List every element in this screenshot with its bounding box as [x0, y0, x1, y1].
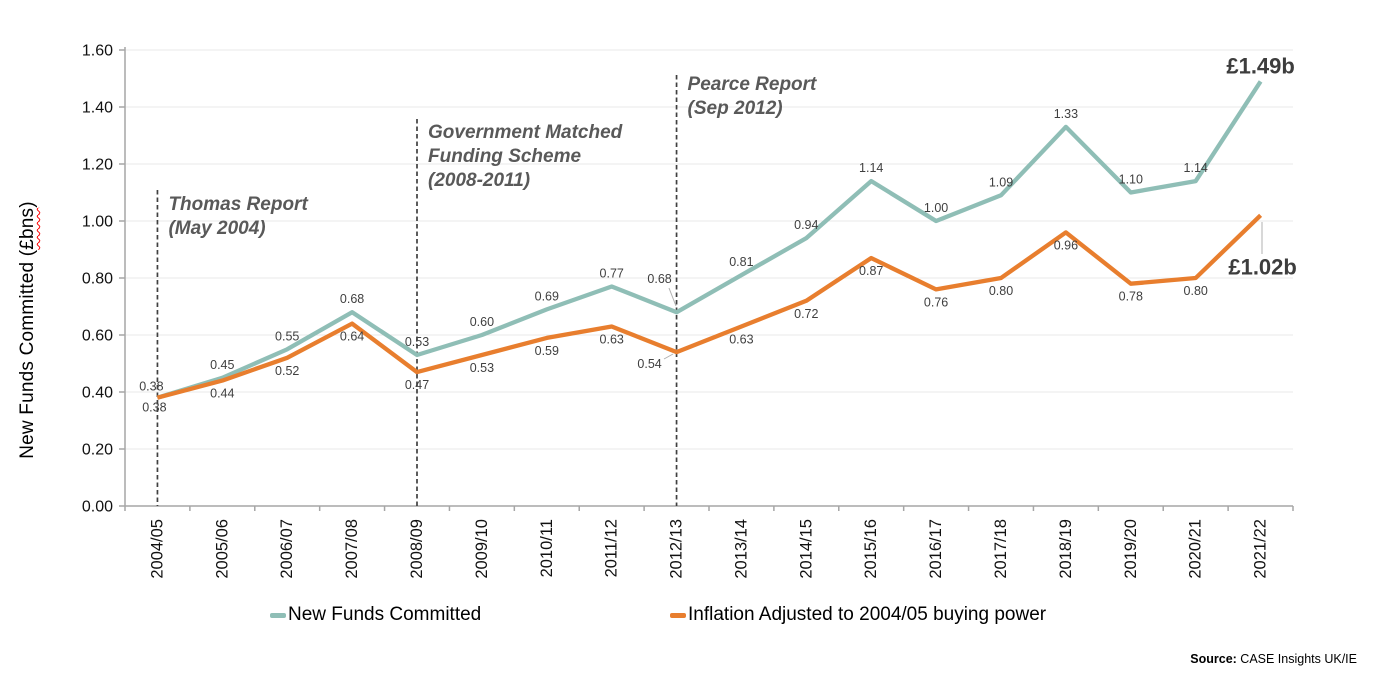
- legend-line-swatch-teal: [270, 612, 286, 618]
- data-point-label: 0.69: [535, 289, 559, 303]
- annotation-pearce-report: Pearce Report (Sep 2012): [688, 73, 817, 121]
- data-point-label: 0.54: [637, 357, 661, 371]
- x-tick-label: 2007/08: [343, 519, 361, 579]
- annotation-line-text: Thomas Report: [168, 194, 308, 215]
- data-point-label: 0.52: [275, 364, 299, 378]
- annotation-line-text: Pearce Report: [687, 74, 817, 95]
- x-tick-label: 2018/19: [1057, 519, 1075, 579]
- y-tick-label: 0.00: [82, 499, 113, 516]
- data-point-label: 0.64: [340, 330, 364, 344]
- annotation-line-text: Funding Scheme: [428, 146, 582, 167]
- data-point-label: 0.80: [1184, 284, 1208, 298]
- x-tick-label: 2017/18: [992, 519, 1010, 579]
- y-axis-title-prefix: New Funds Committed (: [17, 249, 38, 459]
- data-point-label: 0.94: [794, 218, 818, 232]
- annotation-line-text: Government Matched: [428, 122, 623, 143]
- data-point-label: 0.96: [1054, 238, 1078, 252]
- data-point-label: 1.14: [859, 161, 883, 175]
- data-point-label: 0.63: [729, 333, 753, 347]
- data-point-label: 0.44: [210, 387, 234, 401]
- x-tick-label: 2004/05: [148, 519, 166, 579]
- x-tick-label: 2011/12: [603, 519, 621, 577]
- legend-line-swatch-orange: [670, 612, 686, 618]
- legend-item-inflation-adjusted: Inflation Adjusted to 2004/05 buying pow…: [670, 604, 1046, 626]
- x-tick-label: 2016/17: [927, 519, 945, 579]
- x-tick-label: 2013/14: [732, 519, 750, 579]
- y-axis-ticks: 0.00 0.20 0.40 0.60 0.80 1.00 1.20 1.40 1.60: [82, 43, 125, 516]
- y-tick-label: 0.20: [82, 442, 113, 459]
- x-tick-label: 2009/10: [473, 519, 491, 579]
- source-note-text: CASE Insights UK/IE: [1236, 652, 1357, 666]
- source-note: Source: CASE Insights UK/IE: [1190, 652, 1357, 666]
- data-point-label: 0.72: [794, 307, 818, 321]
- data-point-label: 1.09: [989, 175, 1013, 189]
- y-axis-unit: £bns: [17, 207, 38, 250]
- data-labels-series-0: 0.38 0.45 0.55 0.68 0.53 0.60 0.69 0.77 0.68 0.81…: [139, 53, 1295, 393]
- y-tick-label: 0.60: [82, 328, 113, 345]
- x-tick-label: 2006/07: [278, 519, 296, 579]
- y-tick-label: 1.20: [82, 157, 113, 174]
- y-axis-title: New Funds Committed (£bns): [17, 201, 39, 459]
- series-end-value-label: £1.02b: [1228, 254, 1297, 279]
- annotation-line-text: (Sep 2012): [687, 98, 783, 119]
- leader-line: [663, 353, 674, 360]
- y-tick-label: 1.60: [82, 43, 113, 60]
- data-point-label: 0.63: [600, 333, 624, 347]
- series-end-value-label: £1.49b: [1226, 53, 1295, 78]
- x-tick-label: 2019/20: [1122, 519, 1140, 579]
- data-point-label: 0.47: [405, 378, 429, 392]
- data-point-label: 0.68: [647, 272, 671, 286]
- annotation-line-text: (2008-2011): [428, 170, 531, 191]
- data-point-label: 0.38: [139, 380, 163, 394]
- series-line-new-funds: [156, 80, 1263, 400]
- data-point-label: 1.33: [1054, 107, 1078, 121]
- y-axis-title-suffix: ): [17, 201, 38, 208]
- annotation-government-matched: Government Matched Funding Scheme (2008-20…: [428, 121, 622, 193]
- y-tick-label: 1.40: [82, 100, 113, 117]
- legend-label: Inflation Adjusted to 2004/05 buying pow…: [688, 604, 1047, 625]
- leader-line: [668, 287, 677, 307]
- gridlines: [125, 49, 1293, 450]
- data-point-label: 0.60: [470, 315, 494, 329]
- legend-item-new-funds-committed: New Funds Committed: [270, 604, 481, 626]
- y-tick-label: 1.00: [82, 214, 113, 231]
- annotation-line-text: (May 2004): [168, 218, 266, 239]
- data-point-label: 0.76: [924, 295, 948, 309]
- data-point-label: 0.77: [600, 267, 624, 281]
- source-note-label: Source:: [1190, 652, 1237, 666]
- data-point-label: 0.68: [340, 292, 364, 306]
- x-tick-label: 2021/22: [1252, 519, 1270, 579]
- series-line-inflation-adjusted: [156, 213, 1263, 400]
- x-tick-label: 2014/15: [797, 519, 815, 579]
- legend-label: New Funds Committed: [288, 604, 482, 625]
- data-point-label: 0.80: [989, 284, 1013, 298]
- x-tick-label: 2008/09: [408, 519, 426, 579]
- data-point-label: 0.55: [275, 329, 299, 343]
- data-point-label: 1.00: [924, 201, 948, 215]
- y-tick-label: 0.80: [82, 271, 113, 288]
- data-point-label: 1.10: [1119, 173, 1143, 187]
- data-point-label: 0.53: [470, 361, 494, 375]
- label-leader-lines: [663, 222, 1263, 360]
- data-labels-series-1: 0.38 0.44 0.52 0.64 0.47 0.53 0.59 0.63 0.54 0.63…: [142, 238, 1297, 414]
- data-point-label: 0.81: [729, 255, 753, 269]
- data-point-label: 1.14: [1184, 161, 1208, 175]
- x-axis-ticks: 2004/05 2005/06 2006/07 2007/08 2008/09 2009/…: [124, 506, 1294, 579]
- data-point-label: 0.87: [859, 264, 883, 278]
- data-point-label: 0.45: [210, 358, 234, 372]
- x-tick-label: 2010/11: [538, 519, 556, 577]
- data-point-label: 0.38: [142, 401, 166, 415]
- x-tick-label: 2012/13: [668, 519, 686, 579]
- annotation-thomas-report: Thomas Report (May 2004): [168, 193, 307, 241]
- y-tick-label: 0.40: [82, 385, 113, 402]
- x-tick-label: 2020/21: [1187, 519, 1205, 579]
- x-tick-label: 2005/06: [213, 519, 231, 579]
- data-point-label: 0.78: [1119, 290, 1143, 304]
- data-point-label: 0.53: [405, 335, 429, 349]
- x-tick-label: 2015/16: [862, 519, 880, 579]
- data-point-label: 0.59: [535, 344, 559, 358]
